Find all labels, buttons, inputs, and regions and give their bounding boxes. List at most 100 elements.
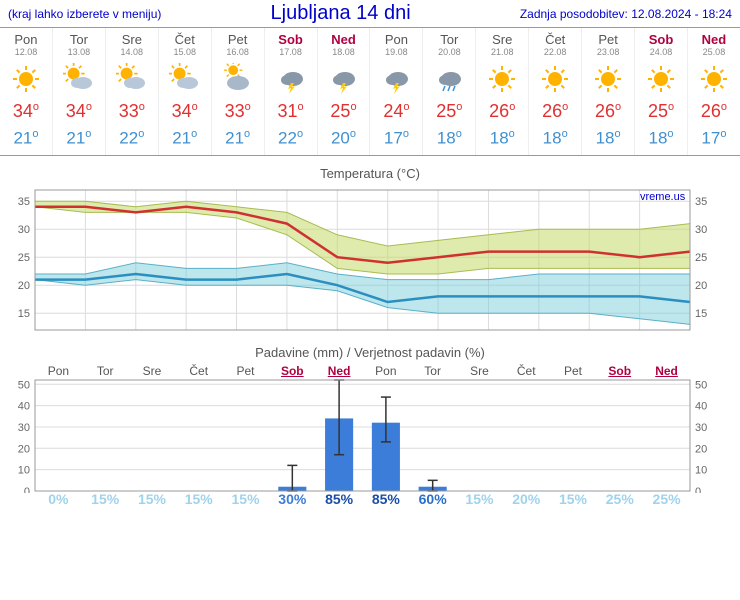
day-date: 24.08	[635, 47, 687, 57]
precip-chart-title: Padavine (mm) / Verjetnost padavin (%)	[0, 341, 740, 364]
svg-text:20: 20	[695, 443, 707, 455]
svg-text:30: 30	[695, 224, 707, 236]
temp-hi: 26o	[688, 101, 740, 122]
day-col: Čet15.0834o21o	[159, 28, 212, 155]
day-col: Pet16.0833o21o	[212, 28, 265, 155]
thunder-icon	[370, 63, 422, 95]
svg-text:10: 10	[695, 464, 707, 476]
day-name: Pet	[582, 32, 634, 47]
day-col: Pon12.0834o21o	[0, 28, 53, 155]
temp-hi: 25o	[318, 101, 370, 122]
day-date: 22.08	[529, 47, 581, 57]
cloud-sun-icon	[212, 63, 264, 95]
day-col: Tor13.0834o21o	[53, 28, 106, 155]
day-date: 13.08	[53, 47, 105, 57]
precip-prob-value: 85%	[362, 491, 409, 507]
svg-text:10: 10	[18, 464, 30, 476]
day-date: 17.08	[265, 47, 317, 57]
svg-text:30: 30	[18, 422, 30, 434]
day-name: Tor	[53, 32, 105, 47]
day-name: Sre	[106, 32, 158, 47]
temp-hi: 26o	[529, 101, 581, 122]
sun-icon	[582, 63, 634, 95]
temp-chart-svg: 15152020252530303535vreme.us	[0, 185, 740, 335]
precip-prob-row: 0%15%15%15%15%30%85%85%60%15%20%15%25%25…	[0, 491, 740, 507]
svg-text:20: 20	[18, 280, 30, 292]
precip-day-label: Pon	[362, 364, 409, 378]
header-hint: (kraj lahko izberete v meniju)	[8, 7, 161, 21]
precip-chart-svg: 0010102020303040405050	[0, 378, 740, 493]
precip-prob-value: 15%	[82, 491, 129, 507]
svg-text:35: 35	[18, 196, 30, 208]
temp-lo: 18o	[635, 128, 687, 149]
day-date: 25.08	[688, 47, 740, 57]
temp-lo: 18o	[476, 128, 528, 149]
sun-cloud-icon	[53, 63, 105, 95]
precip-prob-value: 85%	[316, 491, 363, 507]
day-col: Sre21.0826o18o	[476, 28, 529, 155]
temp-hi: 25o	[423, 101, 475, 122]
precip-day-label: Čet	[503, 364, 550, 378]
svg-text:25: 25	[695, 252, 707, 264]
temp-hi: 34o	[0, 101, 52, 122]
last-update: Zadnja posodobitev: 12.08.2024 - 18:24	[520, 7, 732, 21]
sun-icon	[0, 63, 52, 95]
temp-lo: 17o	[370, 128, 422, 149]
sun-cloud-icon	[106, 63, 158, 95]
day-date: 14.08	[106, 47, 158, 57]
rain-icon	[423, 63, 475, 95]
sun-icon	[529, 63, 581, 95]
day-col: Ned25.0826o17o	[688, 28, 740, 155]
temp-lo: 21o	[0, 128, 52, 149]
temp-hi: 34o	[159, 101, 211, 122]
precip-prob-value: 15%	[456, 491, 503, 507]
precip-prob-value: 60%	[409, 491, 456, 507]
svg-text:15: 15	[18, 308, 30, 320]
watermark: vreme.us	[640, 191, 686, 203]
day-date: 18.08	[318, 47, 370, 57]
temp-lo: 17o	[688, 128, 740, 149]
svg-text:20: 20	[695, 280, 707, 292]
temp-lo: 21o	[159, 128, 211, 149]
svg-text:30: 30	[18, 224, 30, 236]
precip-day-label: Sre	[456, 364, 503, 378]
temp-chart-title: Temperatura (°C)	[0, 162, 740, 185]
thunder-icon	[265, 63, 317, 95]
precip-prob-value: 25%	[643, 491, 690, 507]
day-col: Sob17.0831o22o	[265, 28, 318, 155]
precip-day-label: Sob	[596, 364, 643, 378]
day-date: 23.08	[582, 47, 634, 57]
precip-day-label: Tor	[82, 364, 129, 378]
day-col: Čet22.0826o18o	[529, 28, 582, 155]
temp-chart-section: Temperatura (°C) 15152020252530303535vre…	[0, 156, 740, 341]
precip-day-label: Pet	[550, 364, 597, 378]
temp-lo: 18o	[423, 128, 475, 149]
header: (kraj lahko izberete v meniju) Ljubljana…	[0, 0, 740, 27]
precip-day-label: Pet	[222, 364, 269, 378]
svg-text:50: 50	[18, 379, 30, 391]
sun-cloud-icon	[159, 63, 211, 95]
temp-hi: 25o	[635, 101, 687, 122]
precip-prob-value: 15%	[175, 491, 222, 507]
precip-prob-value: 15%	[129, 491, 176, 507]
svg-text:30: 30	[695, 422, 707, 434]
day-name: Tor	[423, 32, 475, 47]
temp-hi: 26o	[582, 101, 634, 122]
precip-prob-value: 25%	[596, 491, 643, 507]
day-col: Tor20.0825o18o	[423, 28, 476, 155]
precip-day-label: Čet	[175, 364, 222, 378]
day-date: 16.08	[212, 47, 264, 57]
day-name: Sob	[265, 32, 317, 47]
precip-day-label: Pon	[35, 364, 82, 378]
svg-text:20: 20	[18, 443, 30, 455]
temp-lo: 18o	[529, 128, 581, 149]
precip-prob-value: 15%	[550, 491, 597, 507]
temp-lo: 22o	[106, 128, 158, 149]
precip-chart-section: Padavine (mm) / Verjetnost padavin (%) P…	[0, 341, 740, 515]
temp-lo: 21o	[53, 128, 105, 149]
day-col: Sob24.0825o18o	[635, 28, 688, 155]
day-col: Sre14.0833o22o	[106, 28, 159, 155]
day-col: Pon19.0824o17o	[370, 28, 423, 155]
precip-prob-value: 0%	[35, 491, 82, 507]
temp-hi: 33o	[212, 101, 264, 122]
